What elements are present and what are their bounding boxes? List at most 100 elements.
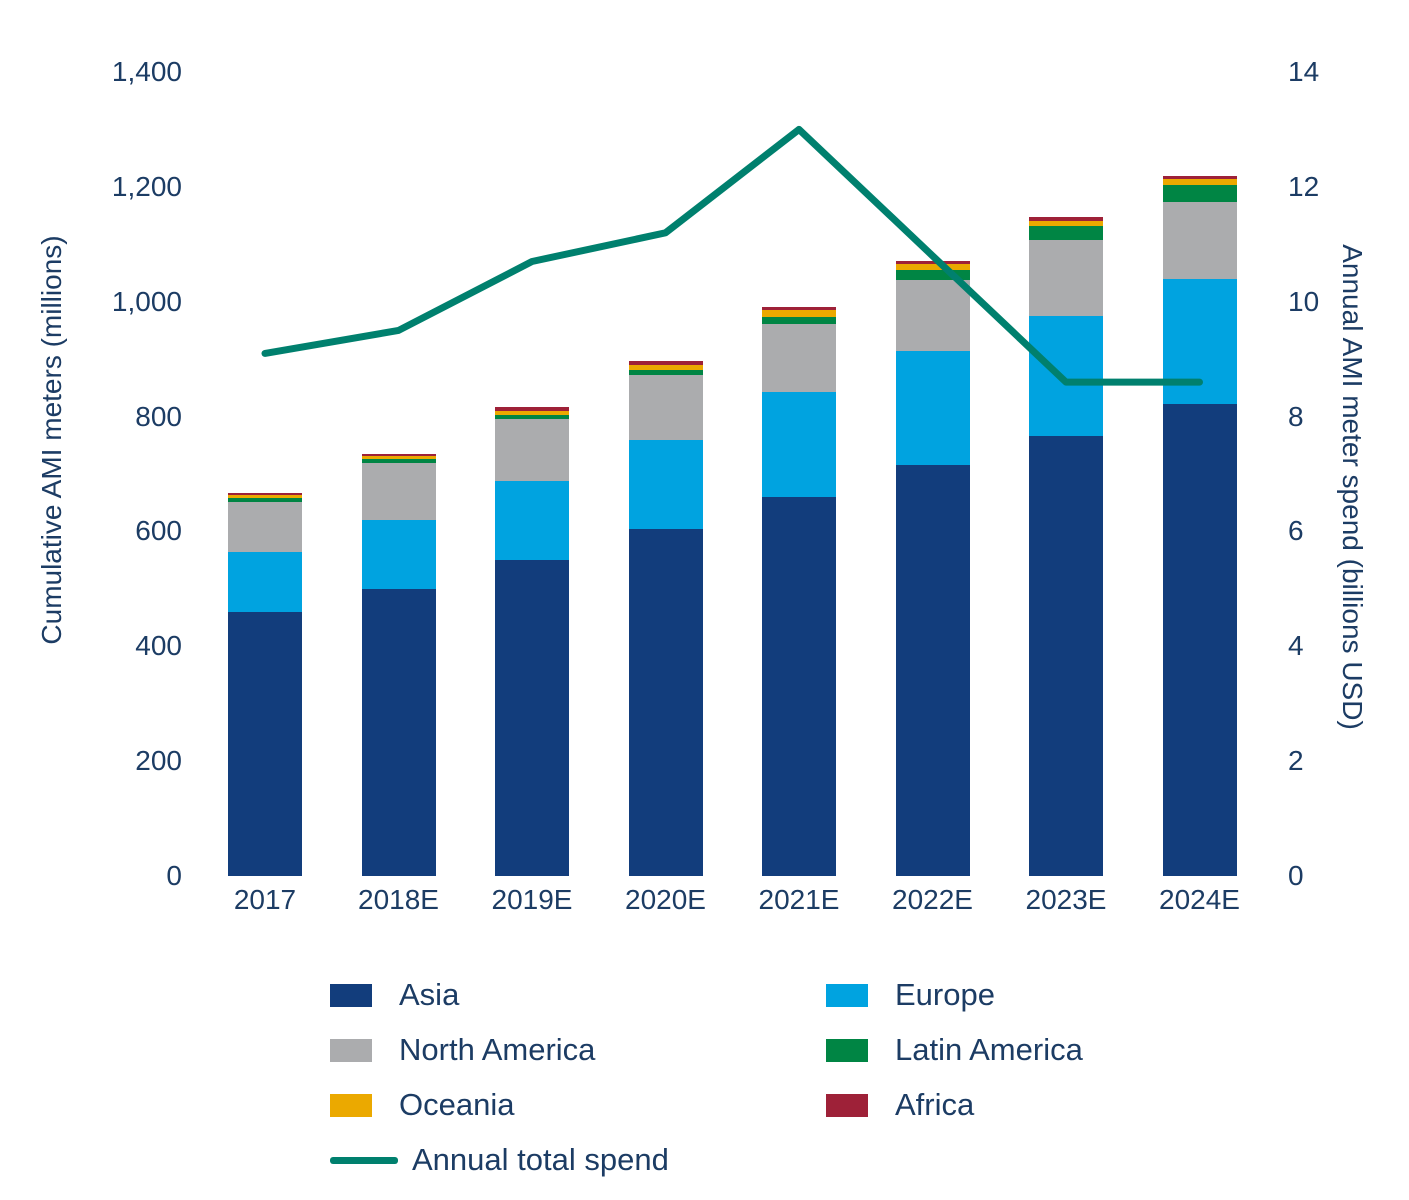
legend-label-latin-america: Latin America (895, 1032, 1083, 1067)
legend-color-swatch-north-america (330, 1038, 372, 1062)
bar-segment-asia-2023E (1029, 436, 1103, 876)
bar-segment-europe-2021E (762, 392, 836, 497)
x-axis-label-2019E: 2019E (491, 884, 573, 915)
right-axis-tick-2: 2 (1288, 745, 1304, 777)
bar-segment-oceania-2020E (628, 364, 703, 370)
left-axis-tick-600: 600 (135, 515, 182, 547)
bar-segment-africa-2019E (495, 407, 569, 411)
legend-color-swatch-latin-america (826, 1038, 868, 1062)
annual-total-spend-line (261, 125, 1203, 386)
x-axis-label-2022E: 2022E (892, 884, 973, 915)
bar-segment-europe-2023E (1029, 315, 1103, 437)
bar-segment-oceania-2017 (228, 495, 302, 499)
bar-segment-north-america-2021E (762, 324, 836, 393)
x-axis-label-2017: 2017 (233, 884, 297, 915)
x-axis-label-2023E: 2023E (1025, 884, 1107, 915)
bar-segment-oceania-2021E (762, 310, 836, 317)
right-axis-tick-14: 14 (1288, 56, 1320, 87)
bar-segment-oceania-2019E (495, 410, 569, 415)
bar-segment-africa-2021E (762, 306, 836, 311)
left-axis-tick-0: 0 (166, 860, 182, 891)
bar-segment-north-america-2024E (1162, 202, 1237, 280)
legend-color-swatch-europe (826, 983, 868, 1007)
legend-item-oceania: Oceania (330, 1082, 514, 1128)
x-axis-label-2020E: 2020E (625, 884, 706, 915)
left-axis-tick-1200: 1,200 (111, 170, 182, 202)
stacked-bar-2017 (228, 493, 302, 876)
legend-item-europe: Europe (826, 972, 995, 1018)
stacked-bar-2022E (895, 260, 970, 876)
bar-segment-north-america-2018E (361, 462, 436, 520)
bar-segment-latin-america-2022E (895, 269, 970, 280)
bar-segment-latin-america-2020E (628, 369, 703, 376)
bar-segment-oceania-2023E (1029, 220, 1103, 226)
stacked-bar-2024E (1162, 175, 1237, 876)
bar-segment-europe-2019E (495, 481, 569, 561)
bar-segment-north-america-2022E (895, 279, 970, 352)
bar-segment-asia-2020E (628, 528, 703, 876)
legend-item-latin-america: Latin America (826, 1027, 1083, 1073)
bar-segment-north-america-2020E (628, 375, 703, 440)
bar-segment-latin-america-2024E (1162, 185, 1237, 203)
bar-segment-oceania-2018E (361, 456, 436, 460)
stacked-bar-2018E (361, 453, 436, 876)
bar-segment-latin-america-2018E (361, 459, 436, 463)
right-axis-tick-6: 6 (1288, 515, 1304, 547)
legend-label-oceania: Oceania (399, 1087, 515, 1122)
legend-label-europe: Europe (895, 977, 995, 1012)
bar-segment-north-america-2019E (495, 419, 569, 482)
bar-segment-latin-america-2017 (228, 498, 302, 502)
bar-segment-europe-2020E (628, 439, 703, 529)
bar-segment-africa-2022E (895, 260, 970, 265)
right-axis-tick-12: 12 (1288, 170, 1320, 202)
bar-segment-africa-2020E (628, 361, 703, 365)
legend-color-swatch-africa (826, 1093, 868, 1117)
bar-segment-africa-2023E (1029, 217, 1103, 221)
left-axis-tick-1400: 1,400 (111, 56, 182, 87)
legend-label-annual-total-spend: Annual total spend (412, 1142, 669, 1177)
legend-label-north-america: North America (399, 1032, 596, 1067)
bar-segment-north-america-2023E (1029, 240, 1103, 316)
stacked-bar-2021E (762, 306, 836, 876)
bar-segment-latin-america-2019E (495, 414, 569, 420)
left-axis-tick-400: 400 (135, 630, 182, 662)
bar-segment-africa-2018E (361, 453, 436, 457)
bar-segment-europe-2022E (895, 351, 970, 466)
legend-color-swatch-oceania (330, 1093, 372, 1117)
right-axis-tick-10: 10 (1288, 285, 1320, 317)
legend-line-swatch-annual-total-spend (330, 1156, 398, 1164)
bar-segment-africa-2024E (1162, 175, 1237, 180)
bar-segment-europe-2018E (361, 519, 436, 589)
bar-segment-asia-2021E (762, 496, 836, 876)
bar-segment-oceania-2022E (895, 264, 970, 270)
legend-item-annual-total-spend: Annual total spend (330, 1137, 669, 1183)
bar-segment-asia-2017 (228, 611, 302, 876)
right-axis-tick-4: 4 (1288, 630, 1304, 662)
bar-segment-north-america-2017 (228, 501, 302, 552)
x-axis-label-2018E: 2018E (358, 884, 439, 915)
legend-item-africa: Africa (826, 1082, 974, 1128)
legend-label-africa: Africa (895, 1087, 975, 1122)
right-axis-tick-0: 0 (1288, 860, 1304, 891)
bar-segment-europe-2017 (228, 551, 302, 612)
left-axis-tick-800: 800 (135, 400, 182, 432)
x-axis-label-2021E: 2021E (758, 884, 840, 915)
stacked-bar-2019E (495, 407, 569, 876)
bar-segment-asia-2022E (895, 465, 970, 876)
legend-label-asia: Asia (399, 977, 460, 1012)
bar-segment-latin-america-2023E (1029, 225, 1103, 241)
x-axis-label-2024E: 2024E (1159, 884, 1240, 915)
left-axis-tick-200: 200 (135, 745, 182, 777)
bar-segment-oceania-2024E (1162, 179, 1237, 186)
bar-segment-latin-america-2021E (762, 316, 836, 325)
stacked-bar-2023E (1029, 217, 1103, 876)
legend-color-swatch-asia (330, 983, 372, 1007)
stacked-bar-2020E (628, 361, 703, 876)
legend-item-asia: Asia (330, 972, 459, 1018)
bar-segment-asia-2019E (495, 560, 569, 876)
right-axis-tick-8: 8 (1288, 400, 1304, 432)
left-axis-tick-1000: 1,000 (111, 285, 182, 317)
bar-segment-asia-2018E (361, 588, 436, 876)
plot-area (198, 72, 1272, 876)
legend-item-north-america: North America (330, 1027, 595, 1073)
